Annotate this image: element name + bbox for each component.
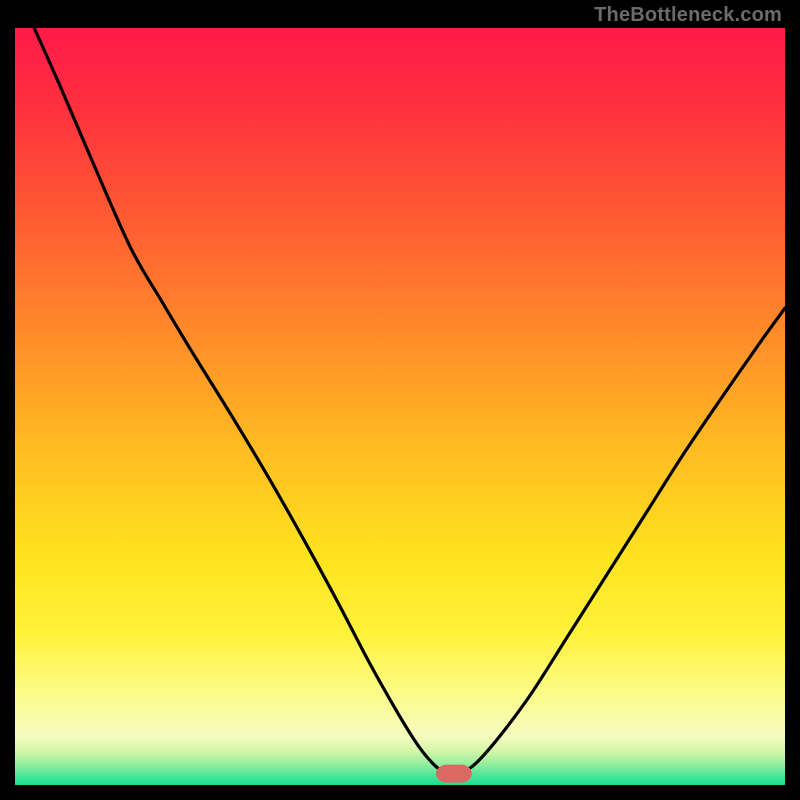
plot-area xyxy=(15,28,785,785)
chart-frame: TheBottleneck.com xyxy=(0,0,800,800)
minimum-marker xyxy=(436,765,472,783)
attribution-label: TheBottleneck.com xyxy=(594,4,782,27)
bottleneck-chart xyxy=(15,28,785,785)
gradient-background xyxy=(15,28,785,785)
